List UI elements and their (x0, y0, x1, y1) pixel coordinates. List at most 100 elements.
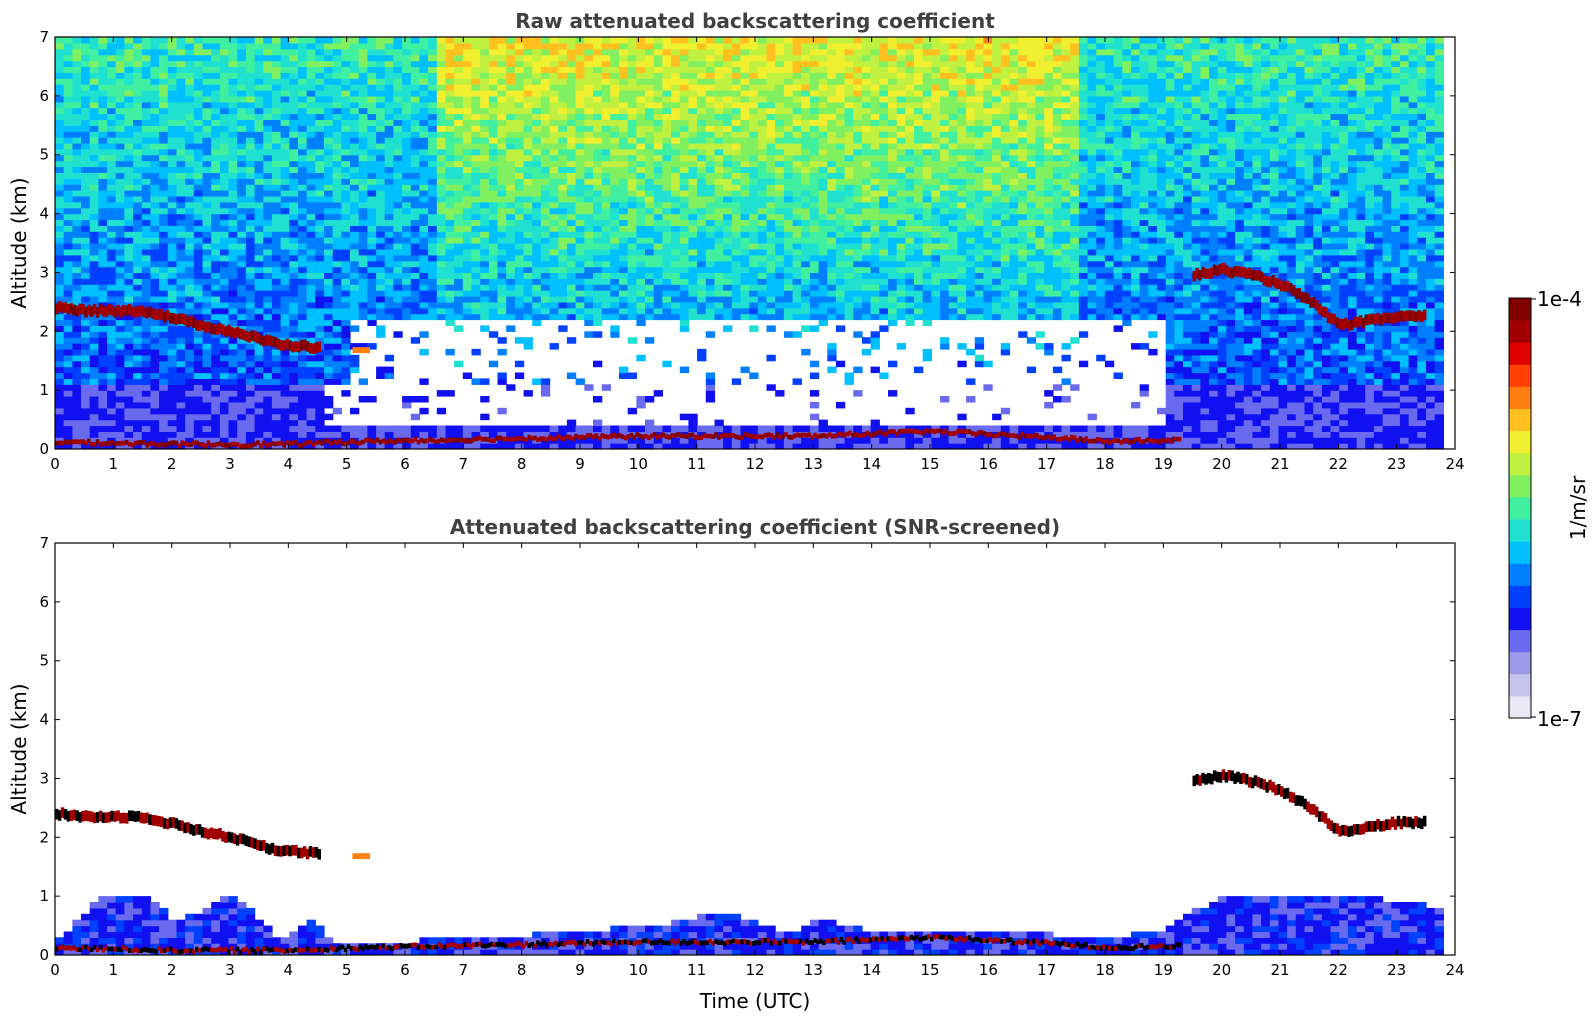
heatmap-cell (324, 425, 334, 432)
heatmap-cell (419, 301, 429, 309)
heatmap-cell (471, 201, 481, 209)
heatmap-cell (193, 407, 204, 415)
heatmap-cell (575, 313, 585, 321)
heatmap-cell (263, 125, 273, 132)
heatmap-cell (350, 366, 360, 374)
heatmap-cell (731, 178, 742, 185)
heatmap-cell (723, 237, 733, 244)
heatmap-cell (454, 37, 464, 44)
heatmap-cell (133, 390, 143, 397)
heatmap-cell (63, 72, 73, 79)
heatmap-cell (454, 443, 464, 449)
heatmap-cell (271, 154, 282, 162)
heatmap-cell (245, 425, 256, 432)
heatmap-cell (176, 431, 186, 438)
heatmap-cell (176, 372, 186, 379)
heatmap-cell (81, 272, 91, 279)
heatmap-cell (228, 243, 238, 250)
heatmap-cell (610, 142, 620, 150)
heatmap-cell (514, 113, 525, 120)
heatmap-cell (653, 107, 663, 115)
heatmap-cell (445, 237, 455, 244)
heatmap-cell (159, 437, 169, 444)
heatmap-cell (228, 266, 238, 273)
heatmap-cell (419, 396, 429, 403)
heatmap-cell (107, 172, 117, 179)
heatmap-cell (610, 190, 620, 197)
heatmap-cell (202, 372, 212, 379)
heatmap-cell (688, 190, 698, 197)
heatmap-cell (393, 178, 403, 185)
heatmap-cell (376, 266, 386, 273)
heatmap-cell (514, 307, 525, 315)
heatmap-cell (115, 331, 125, 338)
heatmap-cell (627, 160, 637, 168)
heatmap-cell (280, 237, 290, 244)
heatmap-cell (55, 101, 65, 109)
heatmap-cell (254, 237, 264, 244)
heatmap-cell (107, 360, 117, 368)
heatmap-cell (219, 72, 230, 79)
heatmap-cell (506, 425, 516, 432)
heatmap-cell (532, 119, 542, 126)
heatmap-cell (72, 131, 82, 138)
heatmap-cell (150, 95, 160, 103)
heatmap-cell (289, 178, 299, 185)
heatmap-cell (341, 37, 351, 44)
heatmap-cell (376, 366, 386, 374)
heatmap-cell (254, 396, 264, 403)
heatmap-cell (462, 290, 473, 297)
heatmap-cell (566, 443, 577, 449)
heatmap-cell (124, 348, 134, 356)
heatmap-cell (306, 66, 316, 73)
heatmap-cell (237, 296, 247, 303)
heatmap-cell (367, 272, 377, 279)
heatmap-cell (115, 231, 125, 238)
heatmap-cell (601, 160, 611, 168)
heatmap-cell (593, 248, 603, 256)
heatmap-cell (731, 243, 742, 250)
heatmap-cell (488, 443, 499, 449)
heatmap-cell (298, 372, 308, 379)
heatmap-cell (376, 148, 386, 156)
heatmap-cell (133, 272, 143, 279)
heatmap-cell (271, 407, 282, 415)
heatmap-cell (627, 142, 637, 150)
heatmap-cell (202, 248, 212, 256)
heatmap-cell (723, 213, 733, 221)
heatmap-cell (237, 366, 247, 374)
heatmap-cell (141, 248, 152, 256)
heatmap-cell (757, 142, 768, 150)
heatmap-cell (193, 401, 204, 409)
heatmap-cell (211, 72, 221, 79)
heatmap-cell (428, 42, 438, 50)
heatmap-cell (167, 90, 178, 97)
heatmap-cell (731, 95, 742, 103)
heatmap-cell (350, 48, 360, 56)
heatmap-cell (367, 148, 377, 156)
heatmap-cell (480, 213, 490, 221)
heatmap-cell (636, 213, 646, 221)
heatmap-cell (402, 225, 412, 232)
heatmap-cell (63, 296, 73, 303)
heatmap-cell (306, 37, 316, 44)
heatmap-cell (289, 384, 299, 391)
heatmap-cell (558, 243, 568, 250)
heatmap-cell (679, 72, 690, 79)
heatmap-cell (723, 148, 733, 156)
heatmap-cell (254, 384, 264, 391)
heatmap-cell (150, 378, 160, 385)
heatmap-cell (63, 48, 73, 56)
heatmap-cell (593, 331, 603, 338)
heatmap-cell (350, 219, 360, 226)
heatmap-cell (488, 178, 499, 185)
heatmap-cell (688, 237, 698, 244)
heatmap-cell (124, 384, 134, 391)
heatmap-cell (740, 95, 750, 103)
heatmap-cell (480, 296, 490, 303)
heatmap-cell (159, 372, 169, 379)
heatmap-cell (402, 42, 412, 50)
heatmap-cell (393, 90, 403, 97)
heatmap-cell (202, 90, 212, 97)
heatmap-cell (653, 243, 663, 250)
